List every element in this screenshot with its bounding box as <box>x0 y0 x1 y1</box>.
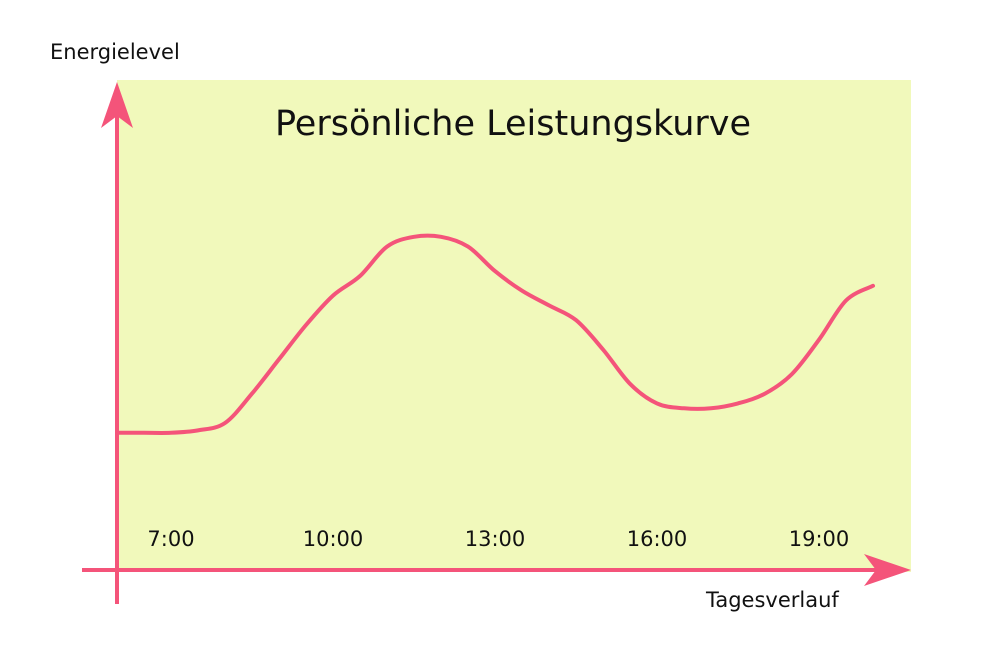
x-tick-label: 16:00 <box>627 527 688 551</box>
x-axis-label: Tagesverlauf <box>706 588 839 612</box>
x-tick-label: 13:00 <box>465 527 526 551</box>
x-tick-label: 7:00 <box>147 527 194 551</box>
series-line <box>115 233 875 435</box>
x-tick-label: 10:00 <box>303 527 364 551</box>
plot-background <box>117 80 911 572</box>
x-tick-label: 19:00 <box>789 527 850 551</box>
tick-labels: 7:00 10:00 13:00 16:00 19:00 <box>147 527 849 551</box>
x-axis-arrowhead <box>864 554 911 586</box>
y-axis-arrowhead <box>101 82 133 128</box>
y-axis-label: Energielevel <box>50 40 180 64</box>
chart-title: Persönliche Leistungskurve <box>274 104 752 144</box>
